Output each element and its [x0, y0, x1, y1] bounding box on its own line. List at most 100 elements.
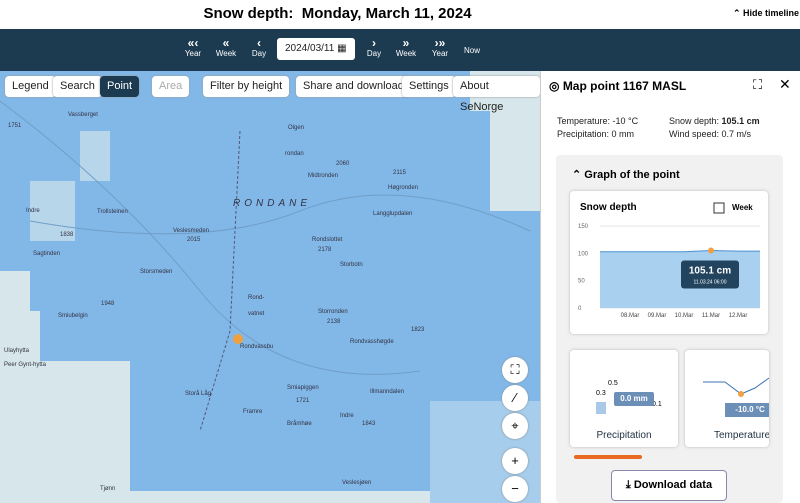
map-label: Trollsteinen: [97, 209, 128, 215]
map-label: Veslesjøen: [342, 480, 372, 486]
calendar-icon: [713, 202, 725, 214]
map-label: 2115: [393, 170, 406, 176]
tooltip: -10.0 °C: [725, 403, 769, 417]
toolbar-button[interactable]: Area: [152, 76, 190, 97]
label: Graph of the point: [584, 169, 680, 181]
map-label: Rondvasshøgde: [350, 339, 394, 345]
map-label: Rondslottet: [312, 237, 343, 243]
date: 2024/03/11: [285, 43, 335, 54]
section-title[interactable]: ⌃ Graph of the point: [572, 169, 680, 181]
map-label: vatnet: [248, 311, 265, 317]
x-tick-label: 12.Mar: [729, 313, 748, 319]
date-input[interactable]: 2024/03/11 ▦: [277, 38, 355, 60]
map-label: Storå Låg: [185, 391, 212, 397]
temperature: Temperature: -10 °C: [557, 116, 639, 126]
weather-info: Snow depth: 105.1 cm Wind speed: 0.7 m/s: [669, 115, 760, 141]
period[interactable]: Week: [732, 203, 753, 212]
map-label: Olgen: [288, 125, 305, 131]
toolbar-button[interactable]: Point: [100, 76, 140, 97]
toolbar-button[interactable]: Settings: [402, 76, 456, 97]
fwd-year[interactable]: ›» Year: [431, 36, 449, 58]
label: Day: [251, 49, 267, 58]
map-label: RONDANE: [233, 198, 312, 209]
title: Map point 1167 MASL: [562, 79, 687, 93]
map-label: 1721: [296, 398, 310, 404]
map-label: Storbotn: [340, 262, 363, 268]
tooltip: 0.0 mm: [614, 392, 654, 406]
top-bar: Snow depth: Monday, March 11, 2024 ⌃ Hid…: [0, 0, 800, 29]
snow-area: [0, 71, 540, 503]
label: Week: [215, 49, 237, 58]
temp-card[interactable]: -10.0 °C Temperature: [685, 350, 769, 447]
zoom-out[interactable]: −: [502, 476, 528, 502]
locate[interactable]: ⌖: [502, 413, 528, 439]
map-label: Framre: [243, 409, 263, 415]
map-label: Midtronden: [308, 173, 339, 179]
fwd-day[interactable]: › Day: [366, 36, 382, 58]
map-label: 2060: [336, 161, 350, 167]
hide-timeline[interactable]: ⌃ Hide timeline: [733, 8, 800, 18]
tooltip-time: 11.03.24 06:00: [694, 280, 727, 286]
zoom-in[interactable]: +: [502, 448, 528, 474]
expand[interactable]: ⛶: [753, 77, 763, 92]
download-button[interactable]: ⤓ Download data: [611, 470, 727, 501]
precip-bar: [596, 402, 606, 414]
weather-info: Temperature: -10 °C Precipitation: 0 mm: [557, 115, 638, 141]
back-year[interactable]: «‹ Year: [184, 36, 202, 58]
fwd-week[interactable]: » Week: [395, 36, 417, 58]
map-label: Bråmhøe: [287, 421, 312, 427]
label: Year: [431, 49, 449, 58]
map-label: 1823: [411, 327, 425, 333]
tooltip-value: 105.1 cm: [689, 266, 731, 277]
map-label: Storronden: [318, 309, 348, 315]
page-title: Snow depth: Monday, March 11, 2024: [203, 5, 472, 22]
x-tick-label: 08.Mar: [621, 313, 640, 319]
precipitation: Precipitation: 0 mm: [557, 129, 635, 139]
toolbar-button[interactable]: Search: [53, 76, 102, 97]
map-label: Høgronden: [388, 185, 419, 191]
measure[interactable]: ⁄: [502, 385, 528, 411]
map-label: Indre: [340, 413, 354, 419]
map-label: Veslesmeden: [173, 228, 210, 234]
precip-card[interactable]: 0.5 0.3 0.1 0.0 mm Precipitation: [570, 350, 678, 447]
y-tick-label: 150: [578, 224, 589, 230]
map-label: Illmanndalen: [370, 389, 405, 395]
snow-value: 105.1 cm: [721, 116, 760, 126]
map-label: 1751: [8, 123, 22, 129]
map-label: 2015: [187, 237, 201, 243]
snow-label: Snow depth:: [669, 116, 722, 126]
toolbar-button[interactable]: Filter by height: [203, 76, 290, 97]
snow-area: [80, 131, 110, 181]
precip-label: 0.5: [608, 380, 618, 387]
map-label: Storsmeden: [140, 269, 173, 275]
close[interactable]: ✕: [779, 76, 791, 92]
map-label: Tjønn: [100, 486, 116, 492]
toolbar-button[interactable]: Legend: [5, 76, 56, 97]
map-label: 1838: [60, 232, 74, 238]
scrollbar[interactable]: [574, 455, 642, 459]
toolbar-button[interactable]: About SeNorge: [453, 76, 540, 113]
contour: [29, 194, 531, 235]
toolbar-button[interactable]: Share and download: [296, 76, 411, 97]
card-title: Precipitation: [596, 430, 652, 441]
map-label: Ulayhytta: [4, 348, 30, 354]
hide-timeline-label: Hide timeline: [743, 8, 800, 18]
label: Week: [395, 49, 417, 58]
back-week[interactable]: «Week: [215, 36, 237, 58]
map-label: Langglupdalen: [373, 211, 413, 217]
back-day[interactable]: ‹ Day: [251, 36, 267, 58]
map-label: Indre: [26, 208, 40, 214]
now[interactable]: Now: [457, 46, 487, 55]
side-panel: ◎ Map point 1167 MASL ⛶ ✕ Temperature: -…: [540, 71, 800, 503]
map-label: 1948: [101, 301, 115, 307]
wind-speed: Wind speed: 0.7 m/s: [669, 129, 752, 139]
snow-card: Snow depth Week 0 50 100 150 08.Mar 09.Mar 10.…: [570, 191, 768, 334]
map-label: 1843: [362, 421, 376, 427]
tooltip-box: [681, 260, 739, 289]
precip-label: 0.3: [596, 390, 606, 397]
map-label: Vassberget: [68, 112, 98, 118]
fullscreen[interactable]: ⛶: [502, 357, 528, 383]
map[interactable]: Legend Search Point Area Filter by height Sha…: [0, 71, 540, 503]
snow-area: [30, 181, 75, 241]
map-label: Smiubelgin: [58, 313, 88, 319]
